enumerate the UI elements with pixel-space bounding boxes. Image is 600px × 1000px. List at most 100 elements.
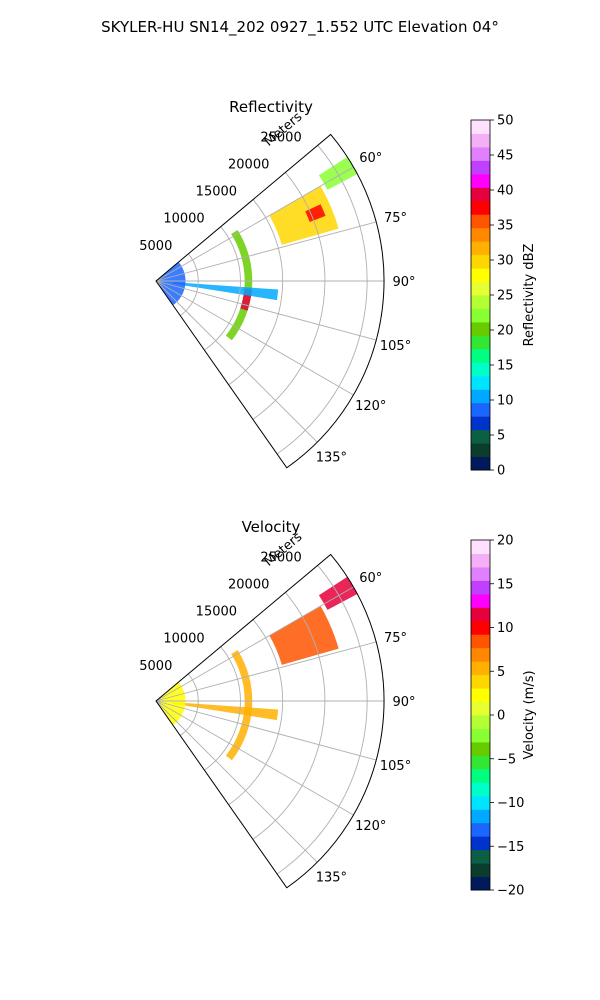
range-ring [252, 592, 326, 840]
azimuth-tick-label: 75° [384, 211, 407, 226]
colorbar-swatch [471, 227, 490, 242]
echo-region [269, 186, 339, 245]
azimuth-tick-label: 135° [316, 870, 347, 885]
colorbar-swatch [471, 836, 490, 851]
colorbar-swatch [471, 553, 490, 568]
range-ring [179, 253, 199, 316]
colorbar-swatch [471, 715, 490, 729]
colorbar: −20 −15 −10 −5 0 5 10 15 20 Velocity (m/s) [470, 534, 537, 899]
panel-title: Velocity [242, 518, 301, 536]
colorbar-swatch [471, 540, 490, 554]
colorbar-swatch [471, 566, 490, 581]
azimuth-tick-label: 90° [392, 695, 415, 710]
range-ring [228, 619, 284, 806]
panel-velocity: Velocity 60° 75° 90° 105° 120° 135° 5000 10000 15… [139, 518, 537, 899]
colorbar-swatch [471, 634, 490, 649]
colorbar-swatch [471, 146, 490, 161]
colorbar-swatch [471, 241, 490, 256]
colorbar-swatch [471, 661, 490, 676]
azimuth-tick-label: 105° [380, 339, 411, 354]
colorbar-swatch [471, 822, 490, 837]
colorbar-swatch [471, 281, 490, 296]
colorbar-tick-label: 0 [497, 709, 505, 724]
colorbar-tick-label: −15 [497, 840, 524, 855]
colorbar-swatch [471, 755, 490, 770]
panel-title: Reflectivity [229, 98, 313, 116]
colorbar-swatch [471, 200, 490, 215]
colorbar-swatch [471, 187, 490, 202]
colorbar-swatch [471, 120, 490, 134]
azimuth-gridline [155, 700, 318, 863]
range-tick-label: 10000 [163, 212, 204, 227]
colorbar-swatch [471, 876, 490, 891]
azimuth-tick-label: 120° [355, 819, 386, 834]
echo-region [225, 229, 253, 341]
echo-region [172, 702, 279, 721]
colorbar-swatch [471, 809, 490, 824]
azimuth-gridline [155, 641, 377, 702]
colorbar-tick-label: 0 [497, 464, 505, 479]
colorbar-tick-label: 20 [497, 324, 514, 339]
colorbar-tick-label: 5 [497, 665, 505, 680]
range-tick-label: 25000 [260, 550, 301, 565]
colorbar-swatch [471, 295, 490, 309]
range-tick-label: 5000 [139, 659, 172, 674]
range-tick-label: 5000 [139, 239, 172, 254]
azimuth-tick-label: 60° [359, 571, 382, 586]
colorbar-tick-label: 40 [497, 184, 514, 199]
azimuth-gridline [155, 586, 354, 702]
colorbar-tick-label: 5 [497, 429, 505, 444]
range-ring [204, 226, 241, 351]
azimuth-tick-label: 60° [359, 151, 382, 166]
colorbar-swatch [471, 173, 490, 188]
colorbar-swatch [471, 863, 490, 878]
sector-outline [155, 553, 385, 889]
azimuth-tick-label: 105° [380, 759, 411, 774]
colorbar-swatch [471, 768, 490, 783]
range-tick-label: 15000 [196, 605, 237, 620]
colorbar-swatch [471, 160, 490, 175]
colorbar-tick-label: 50 [497, 114, 514, 129]
colorbar-swatch [471, 429, 490, 444]
colorbar-tick-label: 15 [497, 577, 514, 592]
colorbar-tick-label: 20 [497, 534, 514, 549]
azimuth-tick-label: 90° [392, 275, 415, 290]
sector-outline [155, 133, 385, 469]
colorbar-swatch [471, 335, 490, 350]
range-ring [179, 673, 199, 736]
colorbar-swatch [471, 133, 490, 148]
azimuth-tick-label: 120° [355, 399, 386, 414]
colorbar-swatch [471, 688, 490, 703]
colorbar-swatch [471, 782, 490, 797]
colorbar-tick-label: 30 [497, 254, 514, 269]
range-tick-label: 20000 [228, 157, 269, 172]
colorbar-swatch [471, 321, 490, 336]
azimuth-gridline [155, 700, 377, 761]
colorbar-swatch [471, 607, 490, 622]
range-ring [276, 145, 368, 455]
echo-region [305, 204, 326, 222]
azimuth-gridline [155, 221, 377, 282]
panel-reflectivity: Reflectivity60°75°90°105°120°135°5000100… [139, 98, 537, 479]
colorbar-swatch [471, 375, 490, 390]
colorbar-swatch [471, 362, 490, 377]
colorbar-swatch [471, 308, 490, 323]
colorbar-swatch [471, 674, 490, 689]
colorbar-tick-label: 10 [497, 394, 514, 409]
colorbar-label: Reflectivity dBZ [522, 244, 537, 347]
colorbar-swatch [471, 456, 490, 471]
colorbar-swatch [471, 254, 490, 269]
range-ring [204, 646, 241, 771]
colorbar-swatch [471, 701, 490, 716]
range-ring [276, 565, 368, 875]
azimuth-gridline [155, 166, 354, 282]
colorbar-tick-label: 10 [497, 621, 514, 636]
colorbar-swatch [471, 389, 490, 404]
range-tick-label: 15000 [196, 185, 237, 200]
colorbar-tick-label: −20 [497, 884, 524, 899]
azimuth-tick-label: 75° [384, 631, 407, 646]
range-ring [252, 172, 326, 420]
colorbar-swatch [471, 268, 490, 283]
colorbar-swatch [471, 647, 490, 662]
